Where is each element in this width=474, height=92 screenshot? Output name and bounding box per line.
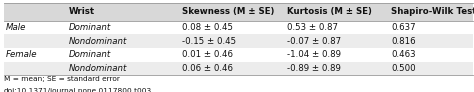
Text: Nondominant: Nondominant	[69, 37, 127, 46]
Text: -0.07 ± 0.87: -0.07 ± 0.87	[287, 37, 341, 46]
Bar	[4, 21, 473, 34]
Text: Nondominant: Nondominant	[69, 64, 127, 73]
Text: 0.463: 0.463	[391, 50, 416, 59]
Text: 0.500: 0.500	[391, 64, 416, 73]
Text: M = mean; SE = standard error: M = mean; SE = standard error	[4, 76, 119, 82]
Text: -0.15 ± 0.45: -0.15 ± 0.45	[182, 37, 237, 46]
Text: Dominant: Dominant	[69, 23, 111, 32]
Text: doi:10.1371/journal.pone.0117800.t003: doi:10.1371/journal.pone.0117800.t003	[4, 88, 152, 92]
Text: Male: Male	[6, 23, 26, 32]
Text: 0.01 ± 0.46: 0.01 ± 0.46	[182, 50, 234, 59]
Text: Female: Female	[6, 50, 37, 59]
Text: Dominant: Dominant	[69, 50, 111, 59]
Bar	[4, 34, 473, 48]
Bar	[4, 48, 473, 62]
Text: Kurtosis (M ± SE): Kurtosis (M ± SE)	[287, 7, 372, 16]
Text: 0.06 ± 0.46: 0.06 ± 0.46	[182, 64, 234, 73]
Text: 0.637: 0.637	[391, 23, 416, 32]
Text: Skewness (M ± SE): Skewness (M ± SE)	[182, 7, 275, 16]
Text: -1.04 ± 0.89: -1.04 ± 0.89	[287, 50, 341, 59]
Text: -0.89 ± 0.89: -0.89 ± 0.89	[287, 64, 341, 73]
Text: 0.53 ± 0.87: 0.53 ± 0.87	[287, 23, 338, 32]
Text: Wrist: Wrist	[69, 7, 95, 16]
Text: Shapiro-Wilk Test (p value): Shapiro-Wilk Test (p value)	[391, 7, 474, 16]
Text: 0.816: 0.816	[391, 37, 416, 46]
Bar	[4, 62, 473, 75]
Bar	[4, 3, 473, 21]
Text: 0.08 ± 0.45: 0.08 ± 0.45	[182, 23, 234, 32]
